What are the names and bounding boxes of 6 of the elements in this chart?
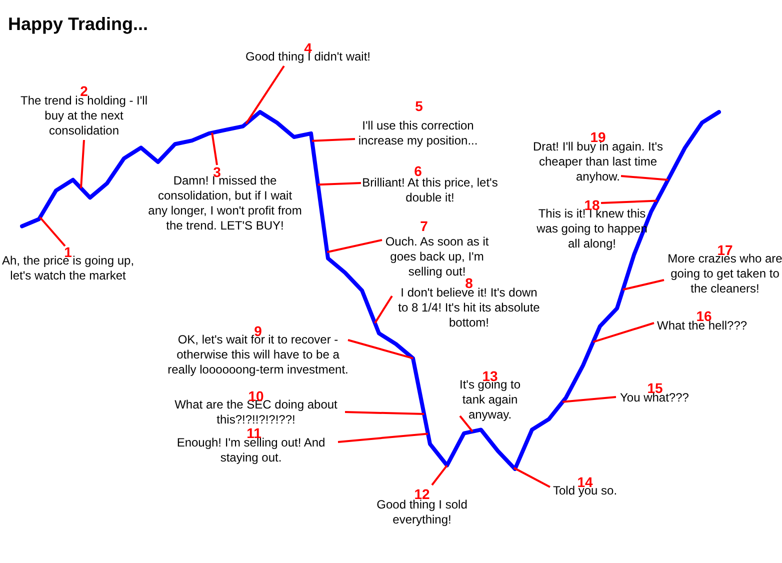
annotation: 7: [420, 218, 428, 234]
annotation: I'll use this correction increase my position...: [358, 118, 478, 148]
text: 2: [80, 83, 88, 99]
text: Good thing I sold everything!: [376, 498, 468, 526]
chart-title: Happy Trading...: [8, 14, 148, 34]
annotation: 5: [415, 98, 424, 114]
